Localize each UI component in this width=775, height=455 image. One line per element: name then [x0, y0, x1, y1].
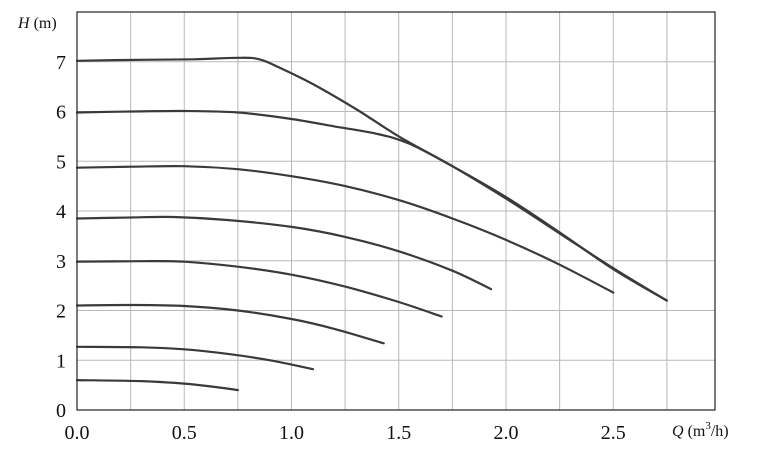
y-axis-unit: (m) — [30, 15, 57, 32]
series-curve-4 — [75, 260, 443, 318]
y-tick-label: 1 — [56, 350, 66, 372]
x-tick-label: 0.5 — [172, 422, 197, 444]
y-tick-labels: 0 1 2 3 4 5 6 7 — [56, 52, 66, 422]
y-tick-label: 4 — [56, 201, 66, 223]
x-tick-label: 0.0 — [65, 422, 90, 444]
y-tick-label: 6 — [56, 102, 66, 124]
x-tick-label: 1.5 — [386, 422, 411, 444]
plot-frame — [76, 11, 716, 411]
x-axis-unit-post: /h) — [711, 423, 729, 440]
series-curve-8 — [75, 56, 668, 302]
y-tick-label: 0 — [56, 400, 66, 422]
x-tick-label: 2.5 — [601, 422, 626, 444]
series-curve-2 — [75, 345, 315, 371]
y-tick-label: 3 — [56, 251, 66, 273]
x-axis-title: Q (m3/h) — [672, 420, 729, 440]
series-curve-5 — [75, 215, 493, 291]
y-tick-label: 2 — [56, 301, 66, 323]
series-curve-1 — [75, 379, 239, 392]
x-tick-label: 1.0 — [279, 422, 304, 444]
x-axis-unit-sup: 3 — [705, 420, 711, 432]
x-axis-var: Q — [672, 423, 684, 440]
y-tick-label: 7 — [56, 52, 66, 74]
y-axis-title: H (m) — [17, 15, 57, 32]
grid-lines — [77, 12, 715, 410]
series-curve-7 — [75, 109, 668, 302]
series-curve-6 — [75, 164, 615, 294]
series-curve-3 — [75, 303, 385, 345]
y-tick-label: 5 — [56, 151, 66, 173]
x-tick-label: 2.0 — [494, 422, 519, 444]
series-curves — [75, 56, 668, 392]
x-tick-labels: 0.0 0.5 1.0 1.5 2.0 2.5 — [65, 422, 626, 444]
x-axis-unit-pre: (m — [684, 423, 706, 440]
y-axis-var: H — [17, 15, 31, 32]
